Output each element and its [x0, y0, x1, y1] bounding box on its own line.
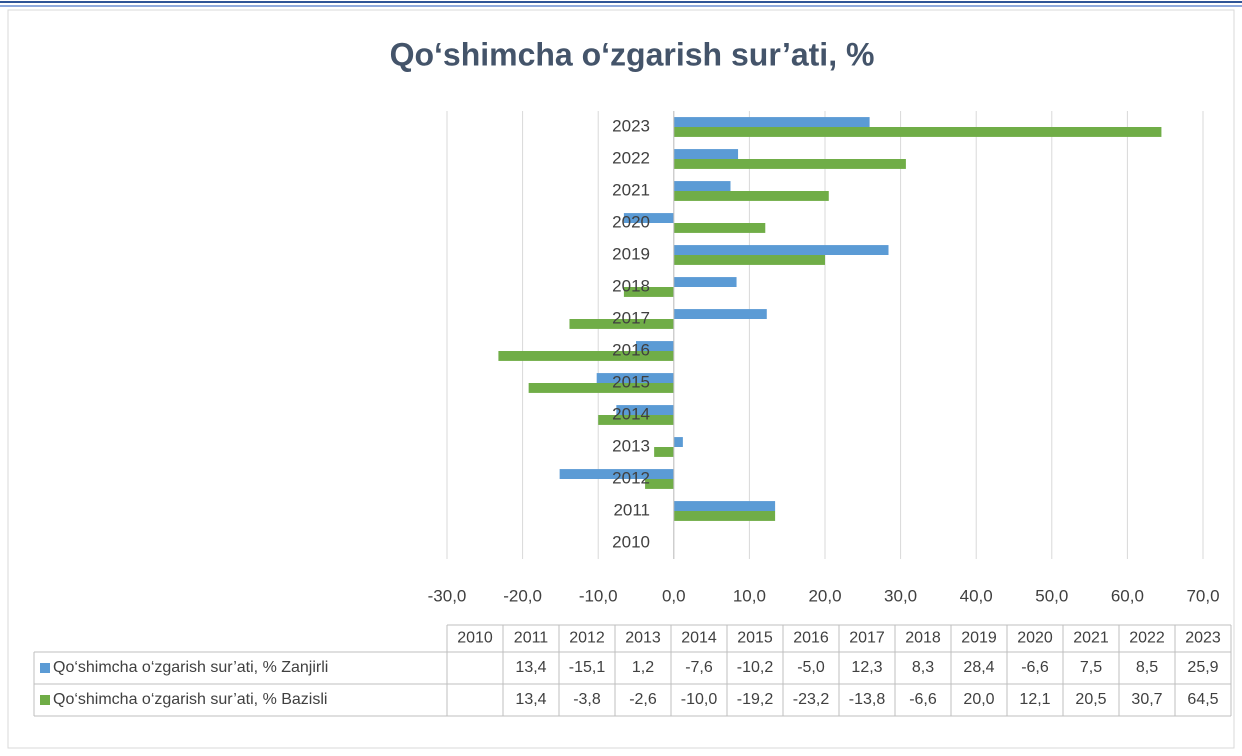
bar	[673, 511, 776, 521]
table-cell: 12,1	[1019, 691, 1050, 708]
table-header: 2015	[737, 630, 773, 647]
chart-title: Qo‘shimcha o‘zgarish sur’ati, %	[390, 36, 875, 72]
table-cell: -6,6	[1021, 659, 1049, 676]
table-cell: 64,5	[1187, 691, 1218, 708]
table-cell: 20,5	[1075, 691, 1106, 708]
table-cell: 7,5	[1080, 659, 1102, 676]
x-tick-label: 20,0	[808, 586, 841, 605]
bar	[673, 117, 870, 127]
y-tick-label: 2013	[612, 436, 650, 455]
bar	[654, 447, 674, 457]
y-tick-label: 2022	[612, 148, 650, 167]
table-header: 2011	[514, 630, 549, 647]
table-cell: -7,6	[685, 659, 713, 676]
table-cell: -10,0	[681, 691, 718, 708]
table-header: 2012	[569, 630, 605, 647]
table-cell: -6,6	[909, 691, 937, 708]
table-cell: 30,7	[1131, 691, 1162, 708]
table-cell: 8,3	[912, 659, 934, 676]
bar	[673, 159, 906, 169]
y-tick-label: 2012	[612, 468, 650, 487]
y-tick-label: 2023	[612, 116, 650, 135]
table-header: 2021	[1073, 630, 1109, 647]
x-tick-label: 50,0	[1035, 586, 1068, 605]
legend-label: Qo‘shimcha o‘zgarish sur’ati, % Bazisli	[53, 691, 327, 708]
chart-frame	[7, 9, 1235, 749]
bar	[673, 277, 737, 287]
bar	[673, 309, 767, 319]
table-cell: -15,1	[569, 659, 606, 676]
table-cell: -10,2	[737, 659, 774, 676]
x-tick-label: 70,0	[1186, 586, 1219, 605]
table-header: 2019	[961, 630, 997, 647]
bar	[673, 245, 889, 255]
table-header: 2016	[793, 630, 829, 647]
bar	[673, 437, 683, 447]
bar	[636, 341, 674, 351]
y-tick-label: 2021	[612, 180, 650, 199]
y-tick-label: 2018	[612, 276, 650, 295]
bar	[528, 383, 674, 393]
table-header: 2022	[1129, 630, 1165, 647]
y-tick-label: 2020	[612, 212, 650, 231]
table-cell: 13,4	[515, 691, 546, 708]
y-tick-label: 2015	[612, 372, 650, 391]
y-tick-label: 2019	[612, 244, 650, 263]
bar	[596, 373, 674, 383]
bar	[616, 405, 674, 415]
table-cell: -3,8	[573, 691, 601, 708]
y-tick-label: 2017	[612, 308, 650, 327]
bar	[569, 319, 674, 329]
bar	[673, 223, 766, 233]
x-tick-label: 0,0	[662, 586, 686, 605]
bar	[559, 469, 674, 479]
bar	[673, 127, 1162, 137]
table-header: 2014	[681, 630, 717, 647]
x-tick-label: 10,0	[733, 586, 766, 605]
table-cell: 1,2	[632, 659, 654, 676]
table-header: 2023	[1185, 630, 1221, 647]
bar	[598, 415, 674, 425]
legend-swatch	[40, 695, 50, 705]
table-cell: 28,4	[963, 659, 994, 676]
y-tick-label: 2011	[613, 500, 650, 519]
table-cell: 12,3	[851, 659, 882, 676]
table-cell: -23,2	[793, 691, 830, 708]
bar	[673, 191, 829, 201]
x-tick-label: 30,0	[884, 586, 917, 605]
x-tick-label: -20,0	[503, 586, 542, 605]
table-header: 2013	[625, 630, 661, 647]
bar	[673, 181, 731, 191]
table-cell: 25,9	[1187, 659, 1218, 676]
bar	[673, 149, 739, 159]
table-cell: 8,5	[1136, 659, 1158, 676]
x-tick-label: 60,0	[1111, 586, 1144, 605]
legend-swatch	[40, 663, 50, 673]
bar	[623, 213, 674, 223]
x-tick-label: -30,0	[428, 586, 467, 605]
x-tick-label: -10,0	[579, 586, 618, 605]
bar	[673, 501, 776, 511]
bar	[498, 351, 674, 361]
table-header: 2020	[1017, 630, 1053, 647]
table-cell: -5,0	[797, 659, 825, 676]
table-header: 2018	[905, 630, 941, 647]
y-tick-label: 2016	[612, 340, 650, 359]
x-tick-label: 40,0	[960, 586, 993, 605]
table-cell: -13,8	[849, 691, 886, 708]
table-cell: -2,6	[629, 691, 657, 708]
table-cell: 20,0	[963, 691, 994, 708]
table-cell: 13,4	[515, 659, 546, 676]
table-header: 2017	[849, 630, 885, 647]
bar	[645, 479, 674, 489]
y-tick-label: 2010	[612, 532, 650, 551]
table-cell: -19,2	[737, 691, 774, 708]
legend-label: Qo‘shimcha o‘zgarish sur’ati, % Zanjirli	[53, 659, 328, 676]
bar	[623, 287, 674, 297]
bar	[673, 255, 825, 265]
table-header: 2010	[457, 630, 493, 647]
y-tick-label: 2014	[612, 404, 650, 423]
